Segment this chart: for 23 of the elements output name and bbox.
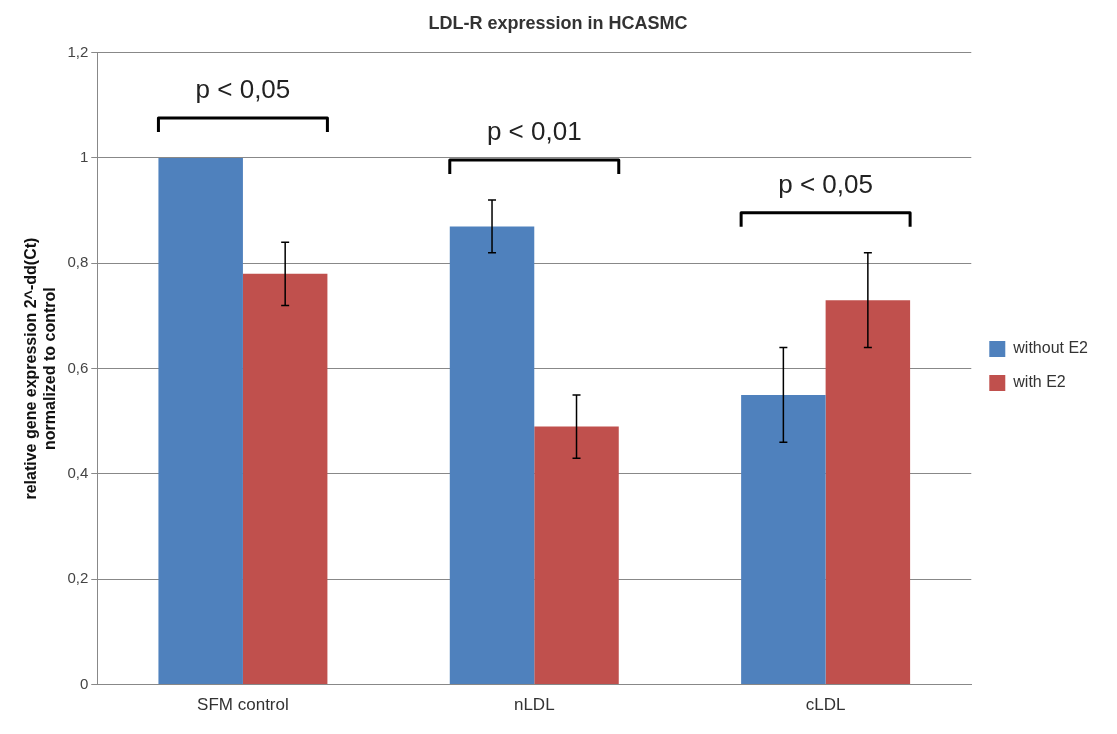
y-tick-label: 0,6 — [67, 358, 89, 376]
y-tick-label: 1,2 — [67, 42, 89, 60]
x-tick-label: SFM control — [197, 695, 289, 715]
legend-label: with E2 — [1012, 373, 1066, 391]
annotation: p < 0,05 — [195, 74, 291, 105]
x-tick-label: nLDL — [513, 695, 555, 715]
annotation: p < 0,01 — [486, 116, 582, 147]
chart-title: LDL-R expression in HCASMC — [428, 12, 688, 33]
bar — [242, 273, 328, 685]
bar — [741, 394, 826, 685]
y-tick-label: 0 — [79, 674, 89, 692]
bar — [825, 300, 911, 685]
annotation: p < 0,05 — [778, 168, 873, 199]
bar — [449, 226, 535, 685]
x-tick-label: cLDL — [805, 695, 846, 715]
y-axis-title: relative gene expression 2^-dd(Ct) normalized to control — [22, 237, 59, 500]
y-tick-label: 1 — [79, 148, 89, 166]
bar — [158, 157, 243, 685]
bar — [534, 426, 619, 685]
y-tick-label: 0,2 — [67, 569, 89, 587]
legend-label: without E2 — [1012, 339, 1089, 357]
y-tick-label: 0,4 — [67, 464, 89, 482]
y-tick-label: 0,8 — [67, 253, 89, 271]
